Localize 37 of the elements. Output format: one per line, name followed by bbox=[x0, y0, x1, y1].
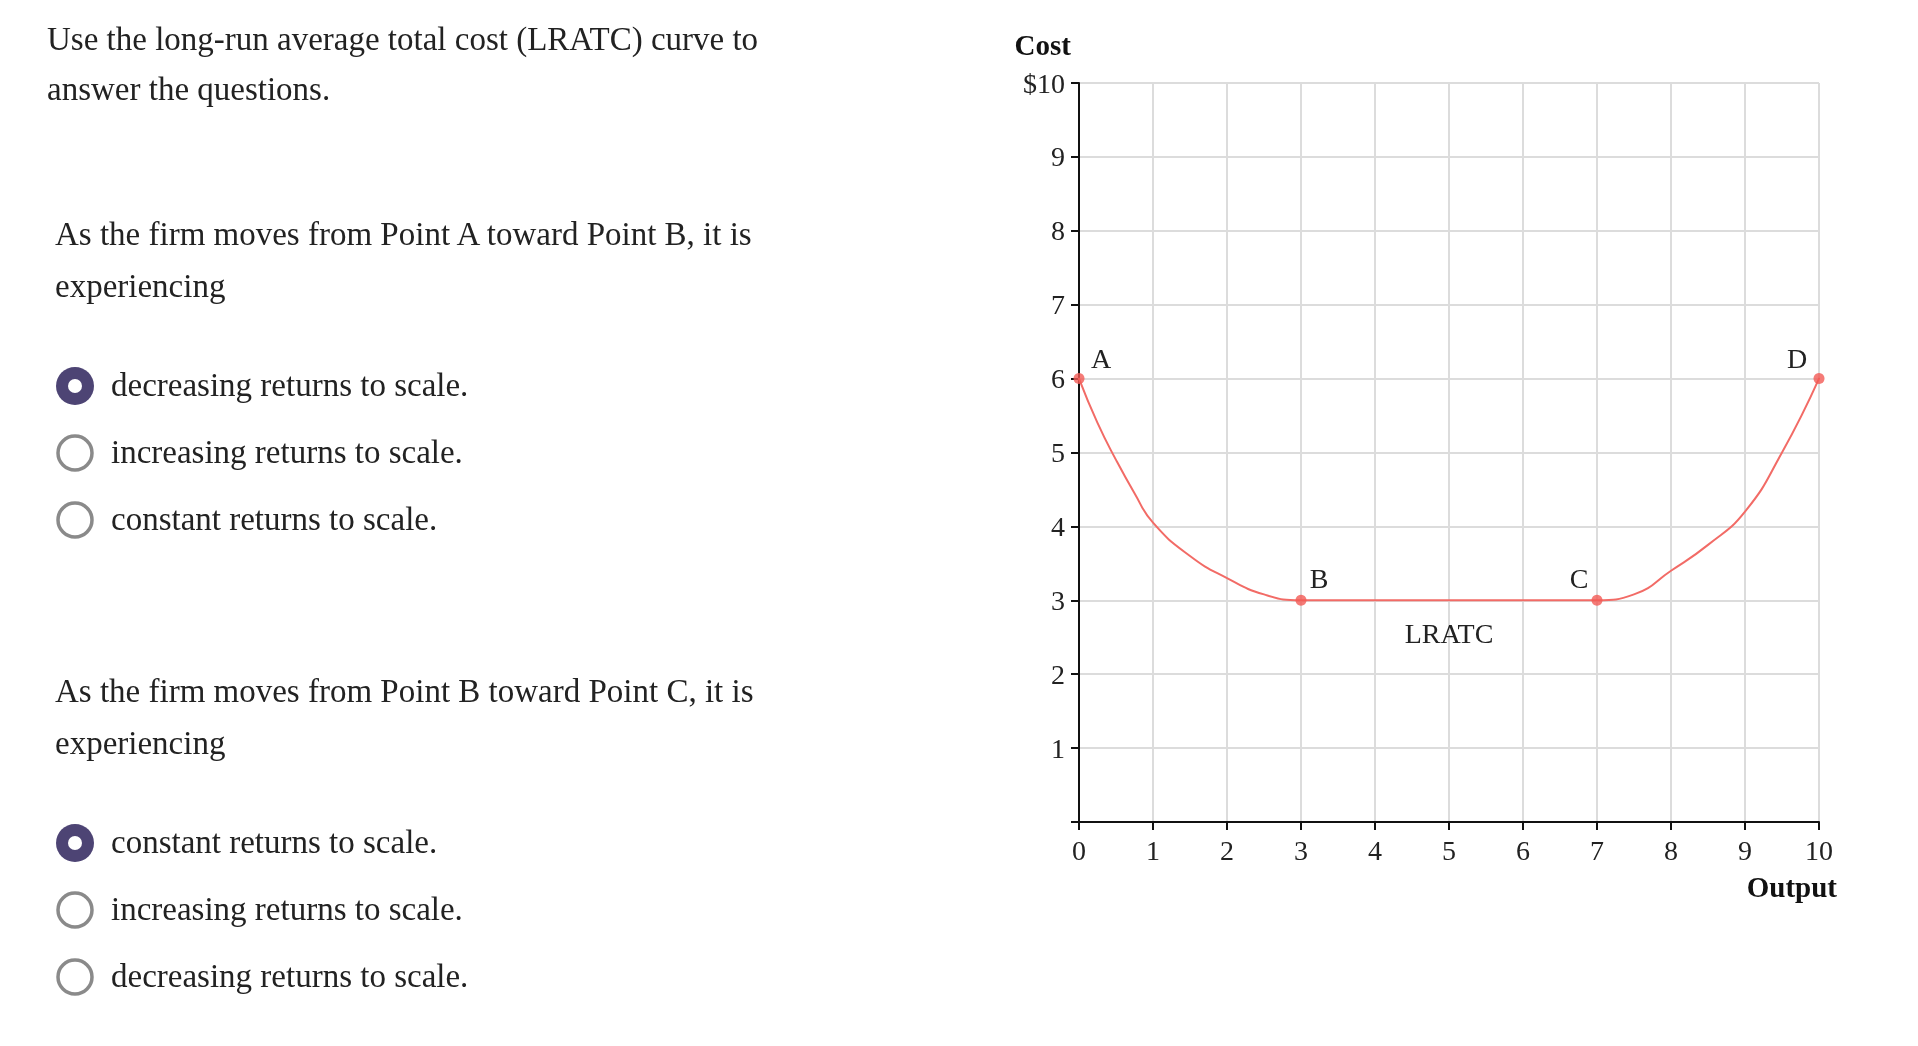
y-axis-title: Cost bbox=[1014, 28, 1072, 61]
x-tick-label: 10 bbox=[1805, 834, 1833, 866]
y-tick-label: 5 bbox=[1051, 437, 1065, 468]
x-axis-title: Output bbox=[1746, 870, 1838, 903]
y-tick-label: 8 bbox=[1051, 215, 1065, 247]
text: As the firm moves from Point A toward Point B, it is experiencing bbox=[55, 215, 753, 306]
text: decreasing returns to scale. bbox=[111, 958, 469, 995]
annotation: B bbox=[1309, 562, 1329, 594]
y-tick-label: 9 bbox=[1051, 141, 1065, 173]
text: Use the long-run average total cost (LRATC) curve to answer the questions. bbox=[47, 20, 760, 109]
annotation: LRATC bbox=[1404, 618, 1494, 650]
y-tick-label: 3 bbox=[1051, 584, 1065, 616]
x-tick-label: 1 bbox=[1146, 834, 1160, 866]
y-tick-label: $10 bbox=[1023, 67, 1065, 99]
annotation: C bbox=[1569, 562, 1589, 594]
x-tick-label: 5 bbox=[1442, 834, 1456, 866]
x-tick-label: 6 bbox=[1516, 834, 1530, 866]
y-tick-label: 4 bbox=[1051, 510, 1065, 542]
x-tick-label: 2 bbox=[1220, 834, 1234, 866]
text: increasing returns to scale. bbox=[111, 434, 463, 471]
y-tick-label: 6 bbox=[1051, 363, 1065, 395]
y-tick-label: 2 bbox=[1051, 658, 1065, 690]
text: decreasing returns to scale. bbox=[111, 367, 469, 404]
x-tick-label: 4 bbox=[1368, 834, 1382, 866]
annotation: D bbox=[1786, 343, 1808, 375]
x-tick-label: 8 bbox=[1664, 834, 1678, 866]
annotation: A bbox=[1090, 343, 1112, 375]
text: increasing returns to scale. bbox=[111, 891, 463, 928]
text: constant returns to scale. bbox=[111, 824, 438, 861]
y-tick-label: 7 bbox=[1051, 289, 1065, 321]
x-tick-label: 7 bbox=[1590, 834, 1604, 866]
x-tick-label: 0 bbox=[1072, 834, 1086, 866]
text: As the firm moves from Point B toward Point C, it is experiencing bbox=[55, 672, 755, 763]
text: constant returns to scale. bbox=[111, 501, 438, 538]
x-tick-label: 3 bbox=[1294, 834, 1308, 866]
y-tick-label: 1 bbox=[1051, 732, 1065, 764]
x-tick-label: 9 bbox=[1738, 834, 1752, 866]
